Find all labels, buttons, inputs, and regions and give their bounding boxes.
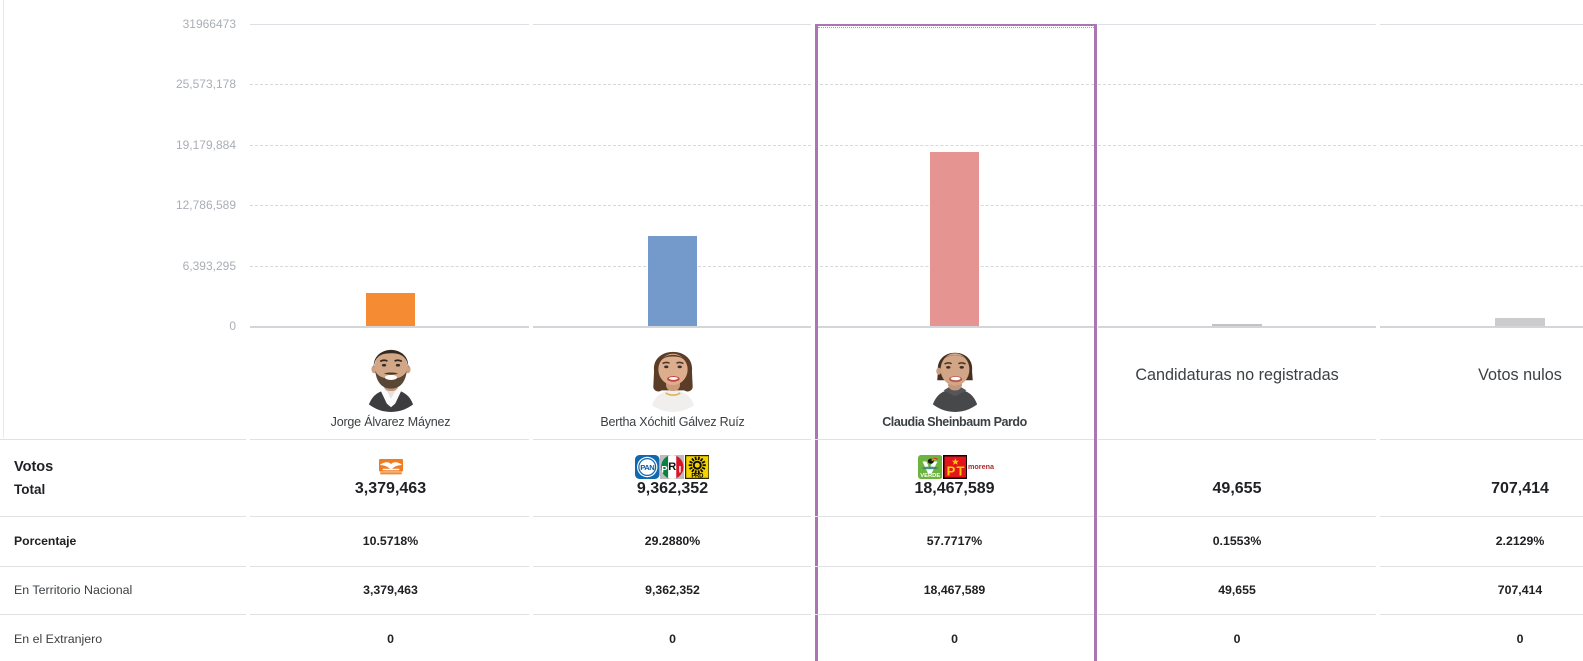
- svg-text:I: I: [678, 465, 681, 476]
- svg-text:T: T: [956, 464, 964, 479]
- svg-text:PRD: PRD: [691, 473, 704, 479]
- svg-text:PAN: PAN: [640, 463, 654, 472]
- svg-text:P: P: [946, 464, 955, 479]
- svg-text:VERDE: VERDE: [920, 473, 940, 479]
- svg-text:R: R: [668, 461, 676, 473]
- svg-text:P: P: [661, 465, 668, 476]
